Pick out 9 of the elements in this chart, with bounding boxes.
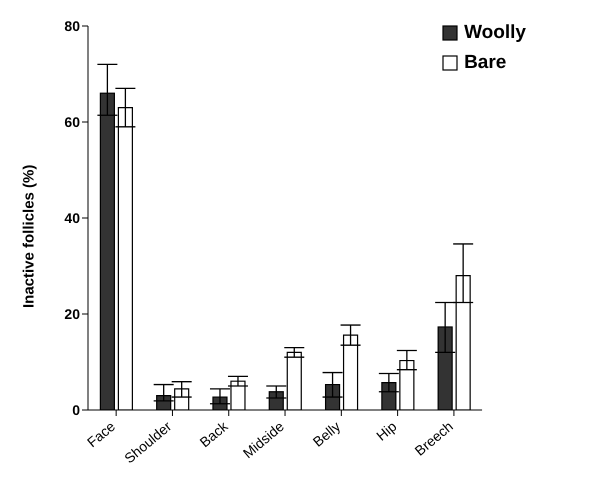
y-tick-label: 80 — [64, 18, 80, 34]
y-tick-label: 60 — [64, 114, 80, 130]
legend-label: Bare — [464, 51, 506, 75]
y-tick-label: 0 — [72, 402, 80, 418]
x-tick-label: Hip — [373, 418, 400, 444]
y-tick-label: 20 — [64, 306, 80, 322]
legend-label: Woolly — [464, 21, 526, 45]
y-tick-label: 40 — [64, 210, 80, 226]
y-axis-title: Inactive follicles (%) — [20, 164, 38, 308]
